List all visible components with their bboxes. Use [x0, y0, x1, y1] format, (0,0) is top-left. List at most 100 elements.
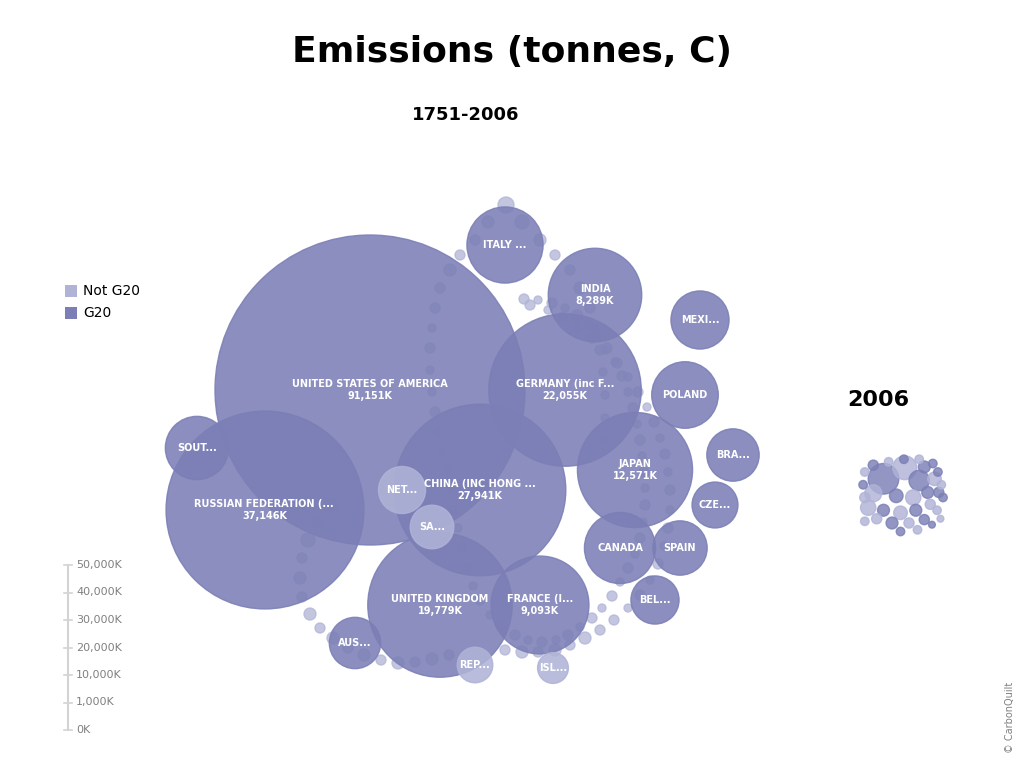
Text: SOUT...: SOUT... — [177, 443, 217, 453]
Circle shape — [890, 489, 903, 502]
Circle shape — [624, 373, 632, 381]
Circle shape — [904, 518, 914, 528]
Circle shape — [330, 618, 381, 669]
Circle shape — [933, 506, 941, 515]
Text: SPAIN: SPAIN — [664, 543, 696, 553]
Text: 0K: 0K — [76, 725, 90, 735]
Circle shape — [215, 235, 525, 545]
Circle shape — [500, 645, 510, 655]
Circle shape — [434, 428, 442, 436]
Text: BRA...: BRA... — [716, 450, 750, 460]
Text: REP...: REP... — [460, 660, 490, 670]
Circle shape — [915, 455, 924, 464]
Circle shape — [591, 324, 599, 332]
Circle shape — [601, 414, 609, 422]
Circle shape — [482, 216, 494, 228]
Circle shape — [552, 636, 560, 644]
Text: CZE...: CZE... — [698, 500, 731, 510]
Circle shape — [565, 265, 575, 275]
Circle shape — [488, 314, 641, 466]
FancyBboxPatch shape — [65, 285, 77, 297]
Circle shape — [623, 563, 633, 573]
Circle shape — [358, 649, 370, 661]
Circle shape — [548, 248, 642, 342]
Circle shape — [868, 464, 899, 494]
Circle shape — [707, 429, 759, 481]
Circle shape — [475, 595, 485, 605]
Circle shape — [411, 506, 454, 549]
Text: MEXI...: MEXI... — [681, 315, 719, 325]
Circle shape — [510, 630, 520, 640]
Circle shape — [639, 518, 647, 526]
Circle shape — [294, 572, 306, 584]
Text: G20: G20 — [83, 306, 112, 320]
Circle shape — [663, 523, 673, 533]
Circle shape — [524, 636, 532, 644]
Circle shape — [612, 358, 622, 368]
Text: 2006: 2006 — [847, 390, 909, 410]
Circle shape — [860, 492, 870, 502]
Circle shape — [922, 486, 934, 499]
FancyBboxPatch shape — [65, 307, 77, 319]
Circle shape — [457, 543, 467, 553]
Circle shape — [640, 500, 650, 510]
Circle shape — [594, 332, 602, 340]
Circle shape — [435, 283, 445, 293]
Circle shape — [315, 623, 325, 633]
Circle shape — [656, 434, 664, 442]
Circle shape — [886, 517, 898, 529]
Circle shape — [641, 484, 649, 492]
Circle shape — [426, 653, 438, 665]
Circle shape — [643, 403, 651, 411]
Text: 30,000K: 30,000K — [76, 615, 122, 625]
Circle shape — [392, 657, 404, 669]
Circle shape — [910, 504, 922, 516]
Circle shape — [534, 234, 546, 246]
Circle shape — [660, 449, 670, 459]
Circle shape — [516, 646, 528, 658]
Text: 1,000K: 1,000K — [76, 697, 115, 707]
Circle shape — [633, 420, 641, 428]
Text: Not G20: Not G20 — [83, 284, 140, 298]
Text: RUSSIAN FEDERATION (... 
37,146K: RUSSIAN FEDERATION (... 37,146K — [194, 499, 337, 521]
Circle shape — [860, 468, 869, 476]
Circle shape — [587, 613, 597, 623]
Circle shape — [462, 562, 474, 574]
Circle shape — [534, 647, 543, 657]
Circle shape — [515, 215, 529, 229]
Circle shape — [913, 526, 922, 534]
Text: ISL...: ISL... — [539, 663, 567, 673]
Circle shape — [469, 582, 477, 590]
Circle shape — [368, 533, 512, 677]
Circle shape — [937, 481, 945, 489]
Circle shape — [574, 282, 586, 294]
Circle shape — [595, 625, 605, 635]
Circle shape — [859, 481, 867, 489]
Circle shape — [547, 298, 557, 308]
Circle shape — [635, 533, 645, 543]
Circle shape — [394, 404, 566, 576]
Circle shape — [885, 458, 893, 466]
Circle shape — [909, 470, 930, 491]
Circle shape — [343, 643, 353, 653]
Circle shape — [455, 250, 465, 260]
Circle shape — [565, 640, 575, 650]
Circle shape — [550, 250, 560, 260]
Circle shape — [665, 485, 675, 495]
Circle shape — [635, 590, 645, 600]
Circle shape — [301, 533, 315, 547]
Circle shape — [595, 345, 605, 355]
Circle shape — [571, 310, 583, 322]
Circle shape — [486, 611, 494, 619]
Circle shape — [166, 411, 364, 609]
Circle shape — [444, 650, 454, 660]
Text: UNITED STATES OF AMERICA
91,151K: UNITED STATES OF AMERICA 91,151K — [292, 379, 447, 401]
Circle shape — [457, 647, 493, 683]
Circle shape — [660, 542, 668, 550]
Circle shape — [425, 343, 435, 353]
Circle shape — [549, 644, 561, 656]
Circle shape — [467, 207, 543, 283]
Circle shape — [871, 513, 882, 524]
Text: 40,000K: 40,000K — [76, 587, 122, 598]
Circle shape — [653, 521, 708, 575]
